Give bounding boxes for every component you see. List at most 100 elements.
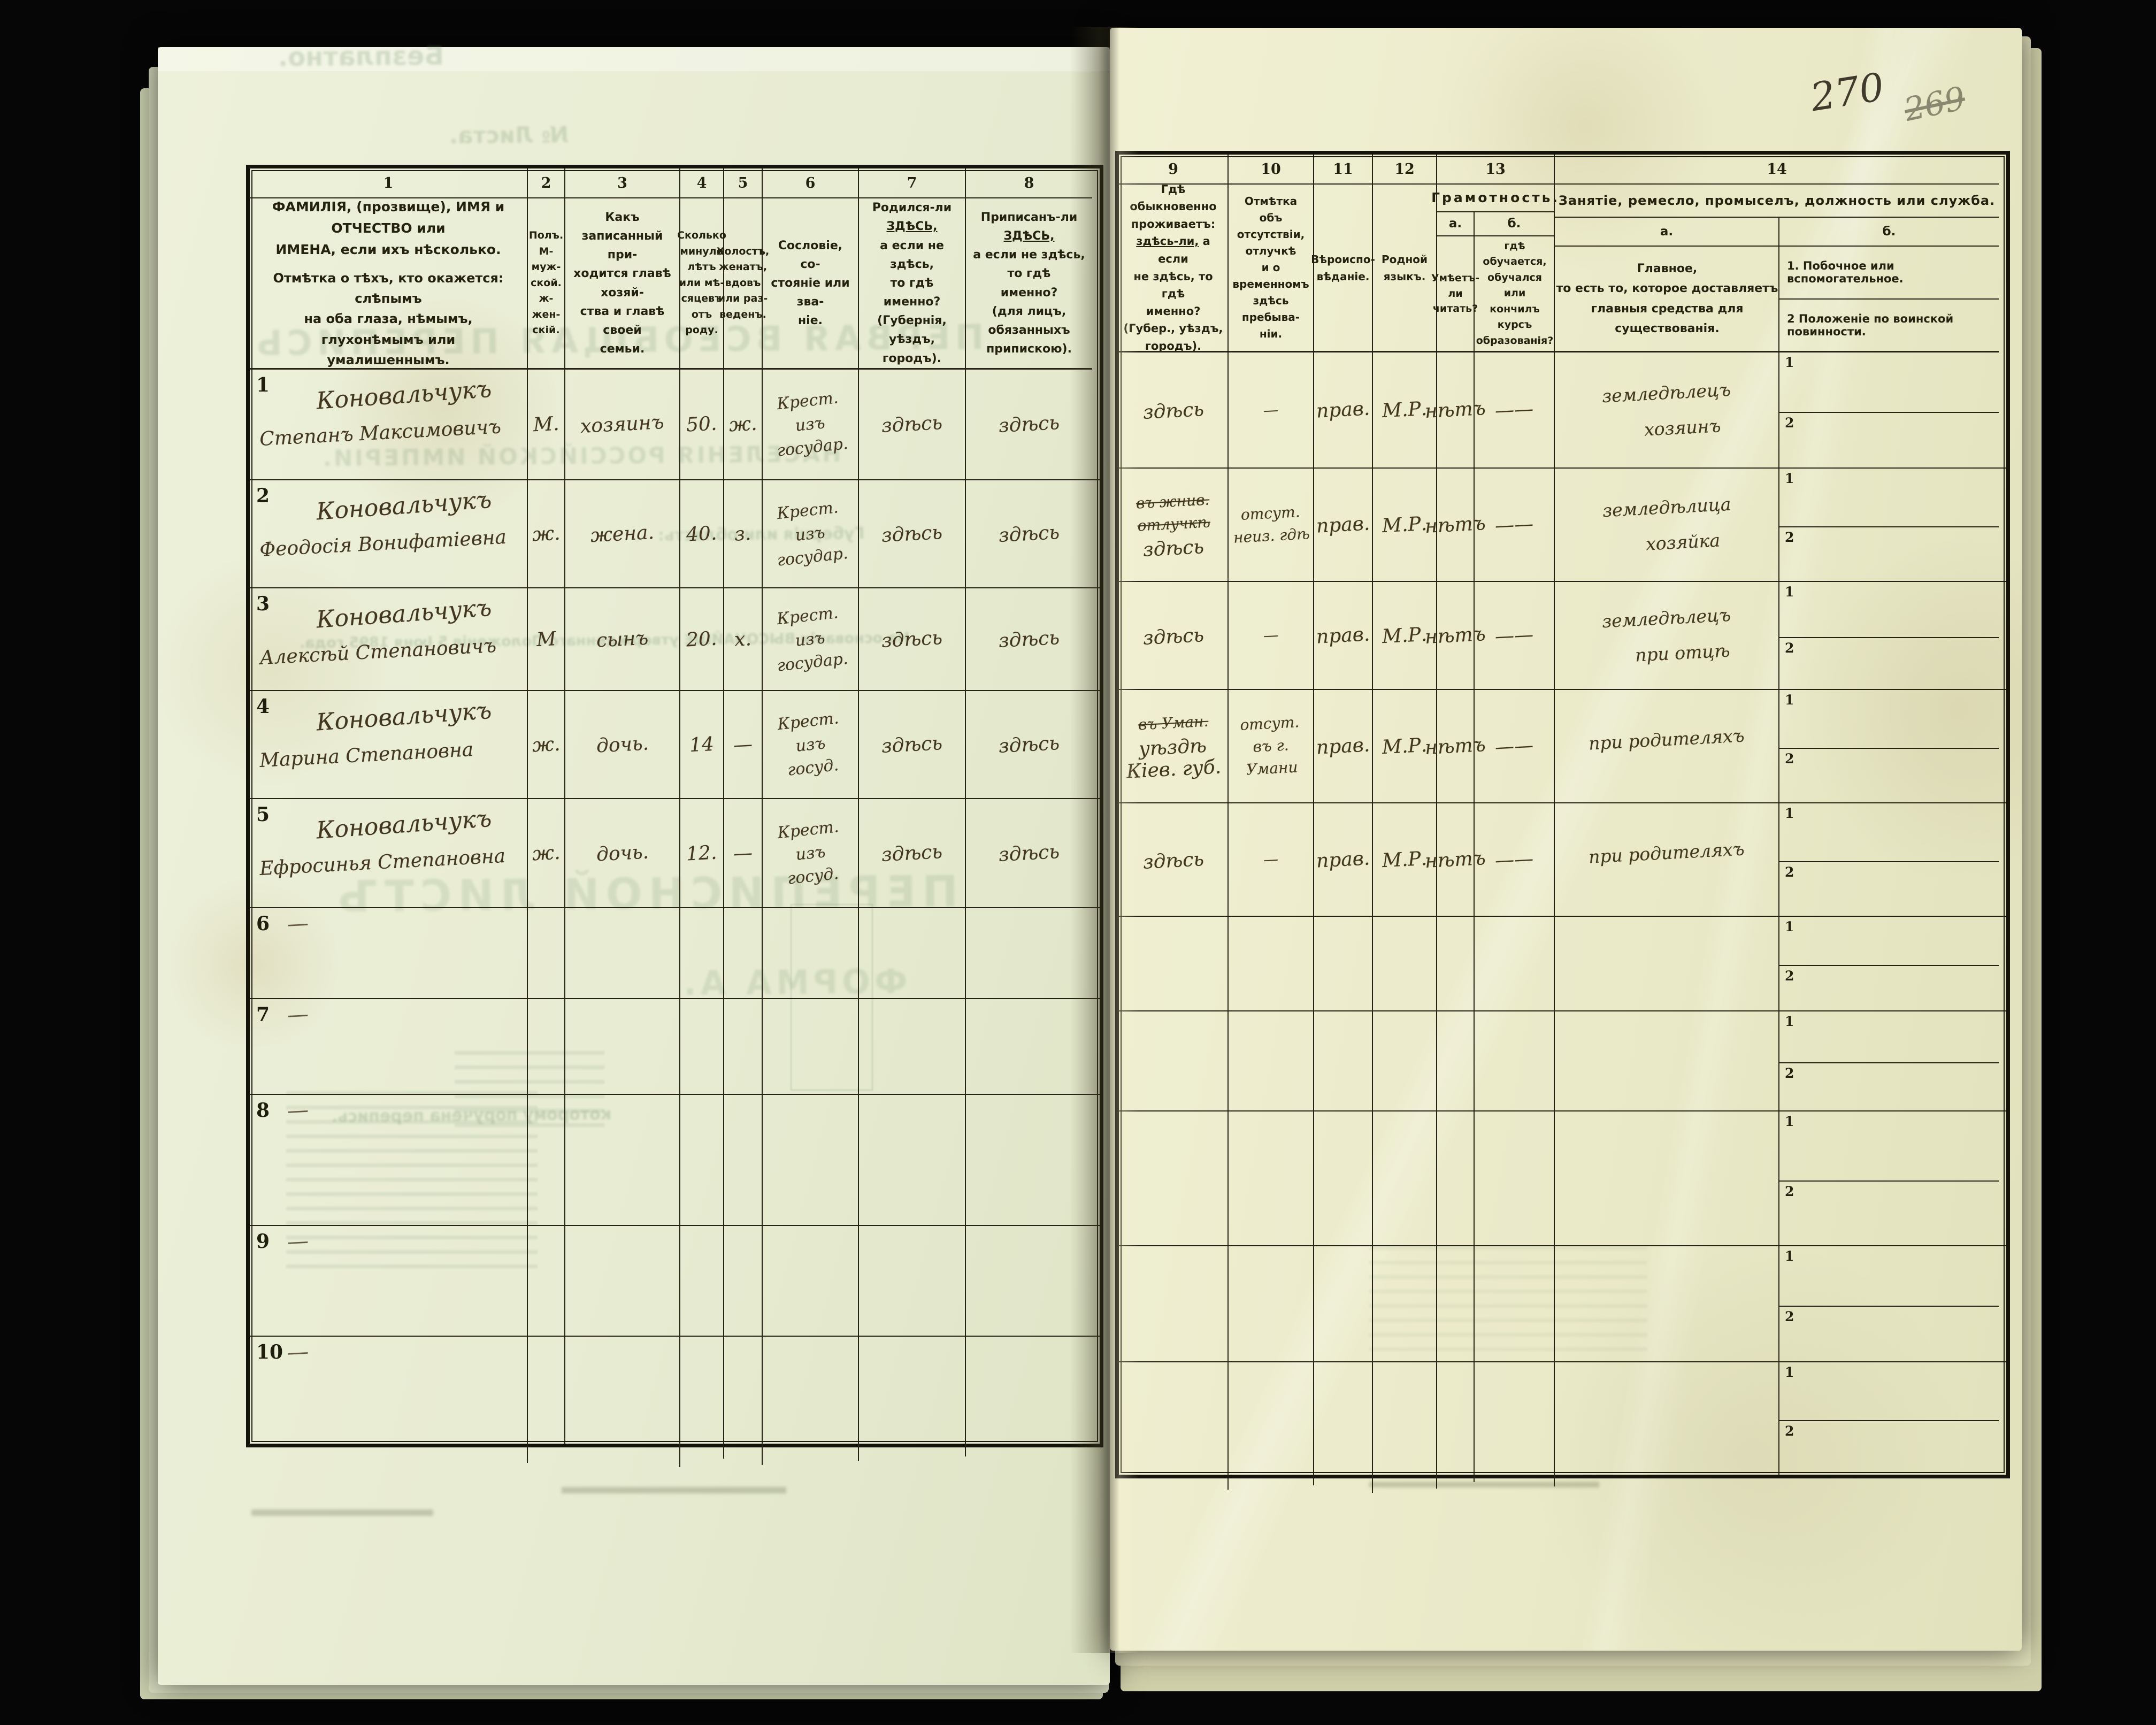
cell-age — [680, 1226, 724, 1336]
table-row: 6 — — [250, 908, 1100, 999]
cell-literacy-education: —— — [1475, 352, 1555, 467]
cell-language — [1373, 1111, 1437, 1245]
cell-marital: ж. — [724, 370, 763, 479]
military-status-subcell: 2 — [1785, 640, 1794, 656]
cell-literacy-education: —— — [1475, 690, 1555, 802]
cell-marital — [724, 999, 763, 1094]
header-surname-main: ФАМИЛІЯ, (прозвище), ИМЯ и ОТЧЕСТВО или … — [272, 198, 505, 257]
cell-literacy-read: нѣтъ — [1424, 582, 1486, 689]
military-status-subcell: 2 — [1785, 751, 1794, 766]
cell-absence — [1229, 1111, 1314, 1245]
cell-estate: Крест. изъ госуд. — [763, 691, 859, 798]
column-number-band: 1 2 3 4 5 6 7 8 — [250, 168, 1100, 198]
side-occupation-subcell: 1 — [1779, 469, 1999, 527]
cell-literacy-read: нѣтъ — [1424, 690, 1486, 802]
table-row: 1 2 — [1119, 917, 2006, 1011]
column-number: 5 — [724, 168, 763, 198]
pen-mark: — — [286, 1001, 310, 1028]
cell-occupation-side: 1 2 — [1779, 917, 1999, 1010]
header-row: Гдѣ обыкновенно проживаетъ: здѣсь-ли, а … — [1119, 183, 2006, 352]
cell-residence — [1119, 917, 1229, 1010]
bleed-paragraph — [1369, 1246, 1647, 1353]
header-marital: Холостъ, женатъ, вдовъ или раз- веденъ. — [717, 198, 769, 370]
cell-faith — [1314, 1011, 1373, 1110]
table-row: 1 2 — [1119, 1362, 2006, 1475]
table-row: 3 Коновальчукъ Алексѣй Степановичъ М сын… — [250, 588, 1100, 691]
header-relation: Какъ записанный при- ходится главѣ хозяй… — [565, 198, 680, 370]
side-occupation-subcell: 1 — [1779, 917, 1999, 966]
table-row: 9 — — [250, 1226, 1100, 1337]
surname-handwriting — [316, 1229, 524, 1244]
row-number: 5 — [256, 803, 270, 826]
military-status-subcell: 2 — [1785, 415, 1794, 431]
table-row: 2 Коновальчукъ Феодосія Вонифатіевна ж. … — [250, 480, 1100, 588]
line-descender — [965, 1437, 966, 1456]
military-status-subcell: 2 — [1785, 1065, 1794, 1082]
cell-residence — [1119, 1362, 1229, 1475]
cell-faith: прав. — [1314, 582, 1373, 689]
column-number: 10 — [1229, 155, 1314, 185]
table-row: 1 Коновальчукъ Степанъ Максимовичъ М. хо… — [250, 370, 1100, 480]
line-descender — [1227, 1466, 1229, 1490]
column-number: 1 — [250, 168, 528, 198]
cell-sex — [528, 1226, 565, 1336]
header-registration: Приписанъ-ли ЗДѢСЬ, а если не здѣсь, то … — [966, 198, 1092, 370]
cell-relation — [565, 1337, 680, 1444]
cell-age — [680, 1095, 724, 1225]
side-occupation-subcell: 1 — [1779, 1111, 1999, 1182]
given-name-handwriting: Феодосія Вонифатіевна — [259, 526, 507, 561]
cell-absence — [1229, 917, 1314, 1010]
header-occupation: Занятіе, ремесло, промыселъ, должность и… — [1555, 185, 1999, 352]
cell-age: 20. — [680, 588, 724, 690]
cell-occupation: при родителяхъ — [1555, 803, 1779, 916]
cell-estate — [763, 1337, 859, 1444]
bleed-text: Безплатно. — [278, 41, 444, 73]
pen-mark: — — [286, 1228, 310, 1255]
cell-occupation: при родителяхъ — [1555, 690, 1779, 802]
table-row: 1 2 — [1119, 1111, 2006, 1246]
cell-sex: ж. — [528, 799, 565, 907]
line-descender — [762, 1437, 763, 1465]
fine-print-smudge — [562, 1487, 786, 1493]
cell-sex: М — [528, 588, 565, 690]
military-status-subcell: 2 — [1785, 1308, 1794, 1324]
header-row: ФАМИЛІЯ, (прозвище), ИМЯ и ОТЧЕСТВО или … — [250, 198, 1100, 370]
cell-language: М.Р. — [1373, 469, 1437, 581]
header-literacy-b-label: б. — [1507, 217, 1521, 231]
header-language: Родной языкъ. — [1373, 185, 1437, 352]
row-number: 7 — [256, 1003, 270, 1026]
header-surname: ФАМИЛІЯ, (прозвище), ИМЯ и ОТЧЕСТВО или … — [250, 198, 528, 370]
cell-residence: въ жнив. отлучкѣ здѣсь — [1119, 469, 1229, 581]
column-number: 13 — [1437, 155, 1555, 185]
given-name-handwriting: Степанъ Максимовичъ — [259, 416, 502, 450]
cell-literacy-read — [1437, 1246, 1475, 1361]
cell-language: М.Р. — [1373, 803, 1437, 916]
fine-print-smudge — [1369, 1482, 1599, 1488]
given-name-handwriting: Алексѣй Степановичъ — [259, 634, 497, 669]
cell-literacy-read — [1437, 1011, 1475, 1110]
cell-name: 7 — — [250, 999, 528, 1094]
cell-relation — [565, 999, 680, 1094]
pen-mark: — — [286, 1339, 310, 1366]
cell-occupation-side: 1 2 — [1779, 1362, 1999, 1475]
column-number: 12 — [1373, 155, 1437, 185]
cell-birthplace: здѣсь — [859, 480, 966, 587]
cell-estate: Крест. изъ государ. — [763, 588, 859, 690]
header-occupation-title: Занятіе, ремесло, промыселъ, должность и… — [1555, 185, 1999, 218]
surname-handwriting: Коновальчукъ — [315, 486, 493, 526]
cell-registration — [966, 999, 1092, 1094]
cell-estate — [763, 908, 859, 998]
cell-faith: прав. — [1314, 352, 1373, 467]
given-name-handwriting: Ефросинья Степановна — [259, 845, 507, 880]
header-sex: Полъ. М-муж- ской. ж-жен- скій. — [528, 198, 565, 370]
header-absence: Отмѣтка объ отсутствіи, отлучкѣ и о врем… — [1229, 185, 1314, 352]
line-descender — [1372, 1466, 1373, 1493]
cell-age: 14 — [680, 691, 724, 798]
cell-birthplace — [859, 1095, 966, 1225]
table-row: 4 Коновальчукъ Марина Степановна ж. дочь… — [250, 691, 1100, 799]
cell-marital — [724, 1095, 763, 1225]
row-number: 2 — [256, 485, 270, 507]
cell-occupation-side: 1 2 — [1779, 803, 1999, 916]
cell-literacy-education: —— — [1475, 803, 1555, 916]
cell-estate — [763, 1226, 859, 1336]
